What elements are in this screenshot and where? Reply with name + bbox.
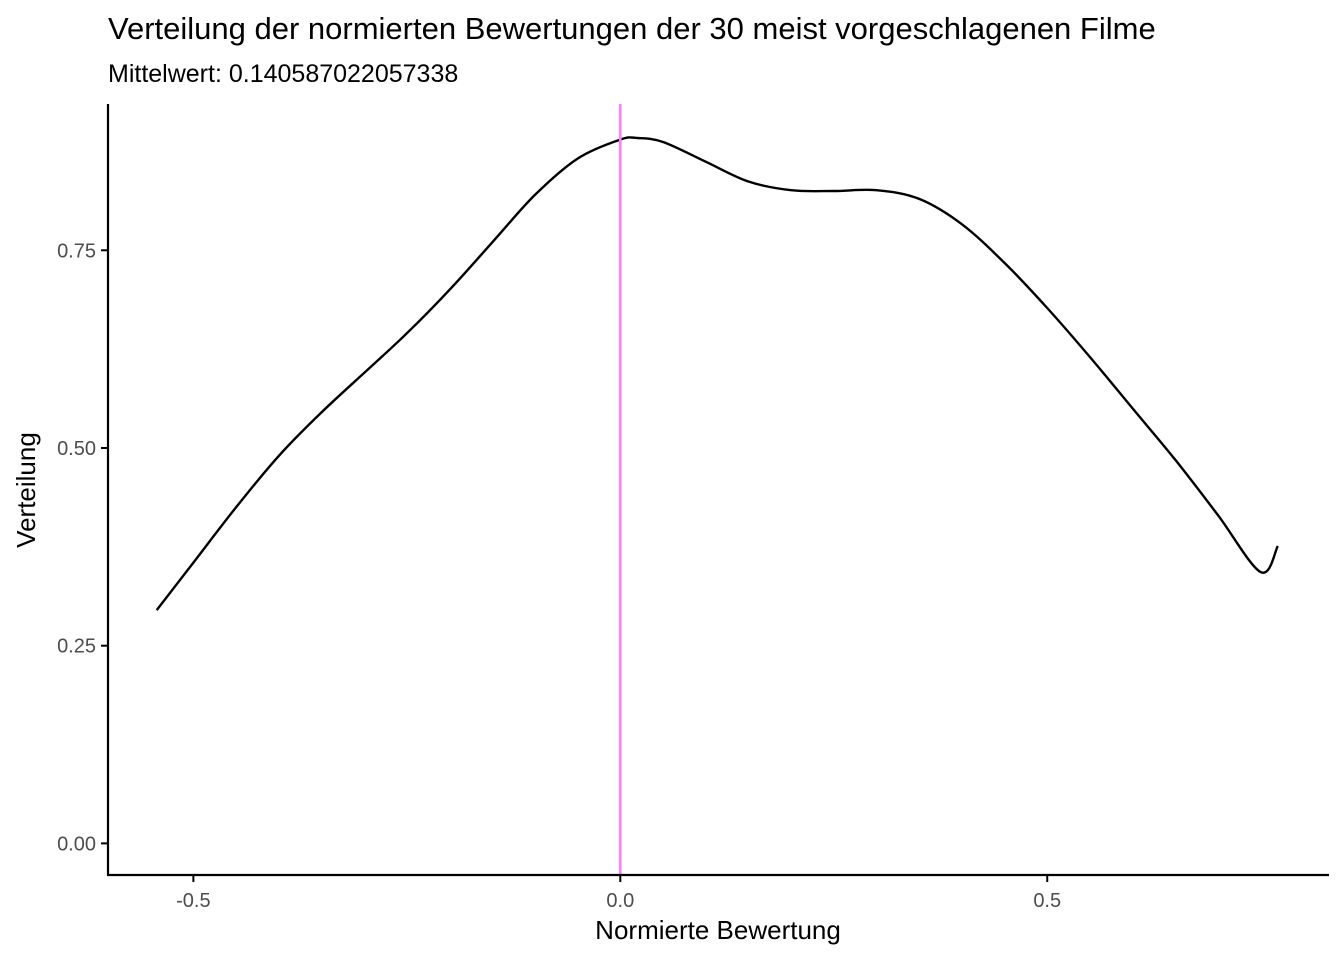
y-axis-ticks: 0.00 0.25 0.50 0.75 bbox=[57, 240, 108, 855]
x-tick-label: 0.0 bbox=[606, 890, 634, 912]
y-tick-label: 0.75 bbox=[57, 240, 96, 262]
chart-subtitle: Mittelwert: 0.140587022057338 bbox=[108, 60, 458, 88]
x-axis-title: Normierte Bewertung bbox=[595, 915, 841, 945]
x-tick-label: 0.5 bbox=[1033, 890, 1061, 912]
y-tick-label: 0.25 bbox=[57, 636, 96, 658]
y-tick-label: 0.00 bbox=[57, 833, 96, 855]
x-tick-label: -0.5 bbox=[176, 890, 210, 912]
density-curve bbox=[155, 136, 1279, 611]
y-tick-label: 0.50 bbox=[57, 438, 96, 460]
x-axis-ticks: -0.5 0.0 0.5 bbox=[176, 875, 1061, 912]
chart-title: Verteilung der normierten Bewertungen de… bbox=[108, 11, 1156, 46]
y-axis-title: Verteilung bbox=[11, 432, 41, 548]
